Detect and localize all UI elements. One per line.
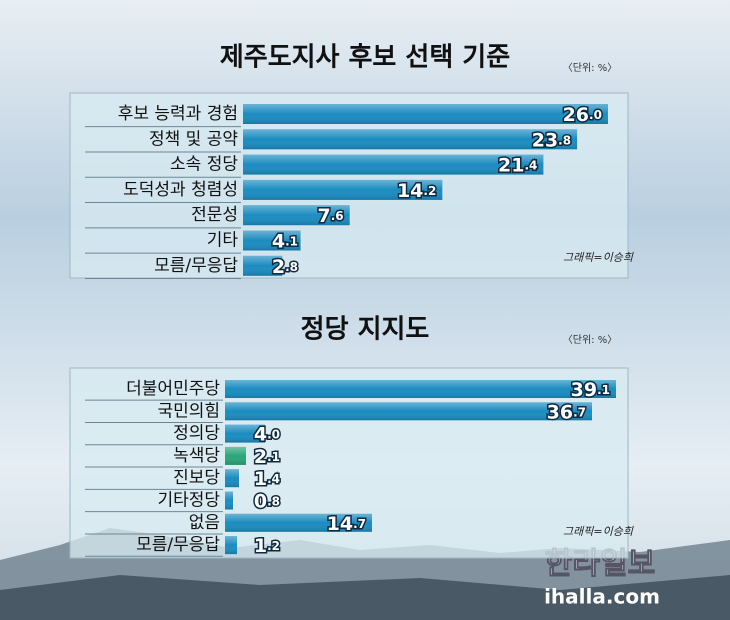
bar-shine [243,104,608,124]
value-label: 2.8 [272,255,298,277]
value-label: 1.4 [254,468,280,490]
bar-shine [225,513,372,532]
chart-title: 정당 지지도 [301,315,430,345]
category-label: 정책 및 공약 [149,129,238,149]
category-label: 정의당 [173,424,220,444]
bar-shine [243,255,283,276]
value-label: 2.1 [254,445,280,467]
chart-title: 제주도지사 후보 선택 기준 [220,43,510,73]
value-label: 4.1 [272,230,298,252]
value-label: 7.6 [318,205,344,227]
category-label: 없음 [189,513,220,533]
value-label: 1.2 [254,535,280,557]
bar-shine [225,402,592,421]
credit: 그래픽=이승희 [563,525,634,538]
bar-shine [243,179,443,200]
unit-label: 〈단위: %〉 [563,333,617,346]
category-label: 전문성 [191,205,238,225]
category-label: 후보 능력과 경험 [118,104,238,124]
category-label: 녹색당 [173,446,220,466]
value-label: 14.7 [327,512,366,534]
bar-shine [225,536,237,555]
bar-shine [225,491,233,510]
value-label: 36.7 [547,401,586,423]
bar-shine [243,129,578,150]
bar-shine [243,205,350,226]
bar-shine [225,469,239,488]
value-label: 39.1 [571,379,610,401]
credit: 그래픽=이승희 [563,251,634,264]
bar-shine [225,424,265,443]
value-label: 21.4 [498,154,537,176]
bar-shine [243,154,544,175]
value-label: 0.8 [254,490,280,512]
bar-shine [225,380,616,398]
category-label: 더불어민주당 [126,379,220,399]
category-label: 도덕성과 청렴성 [123,180,238,200]
category-label: 기타 [207,231,239,251]
category-label: 국민의힘 [157,401,220,421]
bar-shine [243,230,301,251]
unit-label: 〈단위: %〉 [563,61,617,74]
hills [0,575,730,620]
value-label: 23.8 [532,129,571,151]
bar-shine [225,446,246,465]
category-label: 기타정당 [157,491,220,511]
value-label: 4.0 [254,423,280,445]
brand-url: ihalla.com [544,585,660,609]
value-label: 26.0 [563,104,602,126]
category-label: 진보당 [173,468,220,488]
category-label: 모름/무응답 [136,535,220,555]
category-label: 소속 정당 [170,155,238,175]
value-label: 14.2 [397,179,436,201]
category-label: 모름/무응답 [154,256,238,276]
